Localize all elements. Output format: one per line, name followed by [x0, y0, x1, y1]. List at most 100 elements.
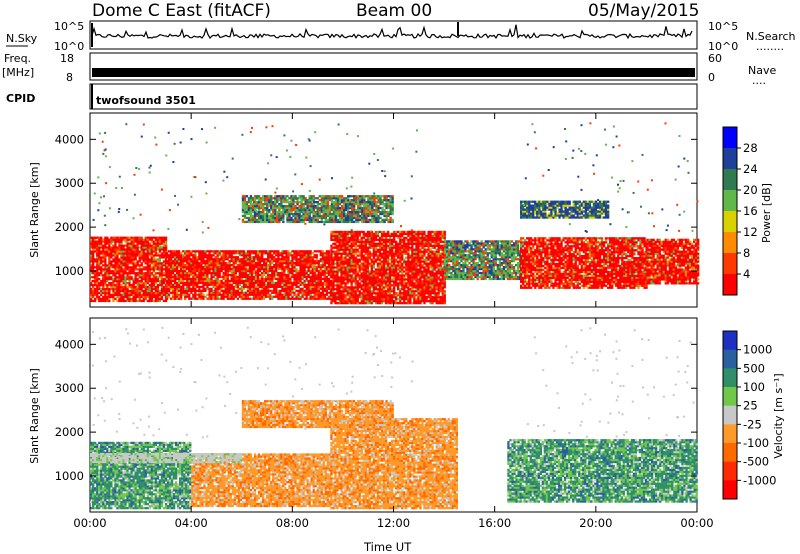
heatmap-cell [135, 250, 137, 252]
heatmap-cell [255, 294, 257, 296]
heatmap-cell [208, 254, 210, 256]
heatmap-cell [381, 302, 383, 304]
heatmap-cell [330, 259, 332, 261]
heatmap-cell [340, 270, 342, 272]
heatmap-cell [157, 290, 159, 292]
heatmap-cell [385, 298, 387, 300]
heatmap-cell [131, 298, 133, 300]
heatmap-cell [440, 253, 442, 255]
heatmap-cell [395, 251, 397, 253]
heatmap-cell [221, 294, 223, 296]
heatmap-cell [349, 276, 351, 278]
heatmap-cell [214, 250, 216, 252]
heatmap-cell [120, 245, 122, 247]
heatmap-cell [347, 253, 349, 255]
heatmap-cell [320, 258, 322, 260]
heatmap-cell [255, 266, 257, 268]
heatmap-cell [202, 272, 204, 274]
heatmap-cell [365, 245, 367, 247]
heatmap-cell [217, 296, 219, 298]
heatmap-cell [308, 254, 310, 256]
heatmap-cell [198, 298, 200, 300]
heatmap-cell [347, 263, 349, 265]
heatmap-cell [431, 253, 433, 255]
heatmap-cell [328, 250, 330, 252]
heatmap-cell [104, 258, 106, 260]
heatmap-cell [401, 245, 403, 247]
heatmap-cell [342, 241, 344, 243]
heatmap-cell [198, 264, 200, 266]
heatmap-cell [108, 296, 110, 298]
heatmap-cell [330, 292, 332, 294]
heatmap-cell [434, 233, 436, 235]
heatmap-cell [375, 253, 377, 255]
heatmap-cell [340, 253, 342, 255]
heatmap-cell [281, 258, 283, 260]
heatmap-cell [442, 270, 444, 272]
heatmap-cell [427, 284, 429, 286]
heatmap-cell [425, 296, 427, 298]
heatmap-cell [425, 261, 427, 263]
heatmap-cell [110, 260, 112, 262]
heatmap-cell [306, 254, 308, 256]
heatmap-cell [245, 256, 247, 258]
heatmap-cell [330, 261, 332, 263]
heatmap-cell [415, 249, 417, 251]
heatmap-cell [124, 264, 126, 266]
heatmap-cell [363, 282, 365, 284]
heatmap-cell [429, 249, 431, 251]
heatmap-cell [425, 276, 427, 278]
heatmap-cell [421, 276, 423, 278]
heatmap-cell [425, 282, 427, 284]
heatmap-cell [112, 266, 114, 268]
heatmap-cell [351, 282, 353, 284]
heatmap-cell [318, 290, 320, 292]
heatmap-cell [316, 278, 318, 280]
heatmap-cell [285, 254, 287, 256]
heatmap-cell [90, 296, 92, 298]
heatmap-cell [312, 274, 314, 276]
heatmap-cell [334, 251, 336, 253]
heatmap-cell [172, 284, 174, 286]
heatmap-cell [161, 237, 163, 239]
heatmap-cell [180, 296, 182, 298]
heatmap-cell [135, 286, 137, 288]
heatmap-cell [387, 278, 389, 280]
heatmap-cell [237, 288, 239, 290]
heatmap-cell [458, 240, 460, 242]
heatmap-cell [122, 274, 124, 276]
heatmap-cell [139, 252, 141, 254]
heatmap-cell [434, 243, 436, 245]
heatmap-cell [188, 288, 190, 290]
heatmap-cell [306, 266, 308, 268]
heatmap-cell [283, 290, 285, 292]
heatmap-cell [421, 298, 423, 300]
heatmap-cell [261, 254, 263, 256]
heatmap-cell [458, 254, 460, 256]
heatmap-cell [306, 270, 308, 272]
heatmap-cell [122, 282, 124, 284]
heatmap-cell [369, 302, 371, 304]
heatmap-cell [295, 296, 297, 298]
heatmap-cell [239, 294, 241, 296]
heatmap-cell [361, 231, 363, 233]
heatmap-cell [456, 264, 458, 266]
heatmap-cell [283, 288, 285, 290]
heatmap-cell [112, 290, 114, 292]
heatmap-cell [413, 278, 415, 280]
heatmap-cell [118, 288, 120, 290]
heatmap-cell [212, 298, 214, 300]
heatmap-cell [431, 245, 433, 247]
heatmap-cell [275, 274, 277, 276]
heatmap-cell [106, 284, 108, 286]
heatmap-cell [371, 270, 373, 272]
heatmap-cell [102, 276, 104, 278]
heatmap-cell [397, 274, 399, 276]
heatmap-cell [289, 264, 291, 266]
heatmap-cell [314, 250, 316, 252]
heatmap-cell [104, 296, 106, 298]
heatmap-cell [347, 276, 349, 278]
heatmap-cell [442, 261, 444, 263]
heatmap-cell [287, 270, 289, 272]
heatmap-cell [143, 266, 145, 268]
